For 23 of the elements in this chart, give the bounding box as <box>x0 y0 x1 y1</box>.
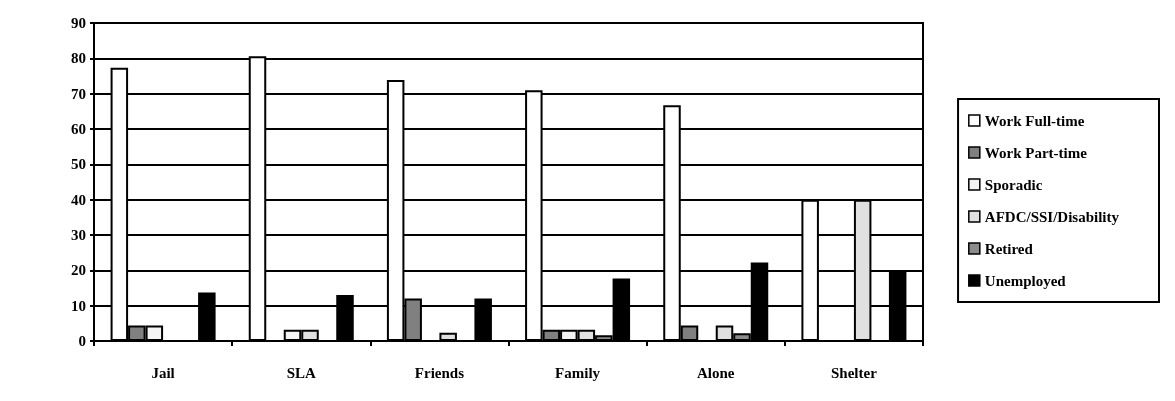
legend-label: Unemployed <box>984 272 1067 289</box>
y-tick-label: 50 <box>71 156 86 173</box>
legend-label: Sporadic <box>984 176 1043 193</box>
x-tick-label: Family <box>555 364 601 381</box>
y-tick-label: 20 <box>71 262 86 279</box>
y-tick-label: 30 <box>71 227 86 243</box>
y-tick-label: 40 <box>71 191 86 208</box>
bar <box>439 332 457 341</box>
x-tick-label: Alone <box>697 364 735 381</box>
x-tick-label: SLA <box>286 364 316 381</box>
y-tick-label: 70 <box>71 85 86 102</box>
y-tick-label: 0 <box>78 333 86 349</box>
x-tick-label: Friends <box>414 364 465 381</box>
legend-label: Work Full-time <box>984 112 1085 129</box>
y-tick-label: 60 <box>71 121 86 137</box>
legend-label: AFDC/SSI/Disability <box>984 208 1120 225</box>
x-tick-label: Jail <box>151 364 175 381</box>
y-tick-label: 10 <box>71 297 86 314</box>
x-tick-label: Shelter <box>831 364 878 381</box>
y-tick-label: 80 <box>71 50 86 67</box>
y-tick-label: 90 <box>71 15 86 31</box>
legend-label: Work Part-time <box>984 144 1088 161</box>
legend-label: Retired <box>984 240 1034 257</box>
